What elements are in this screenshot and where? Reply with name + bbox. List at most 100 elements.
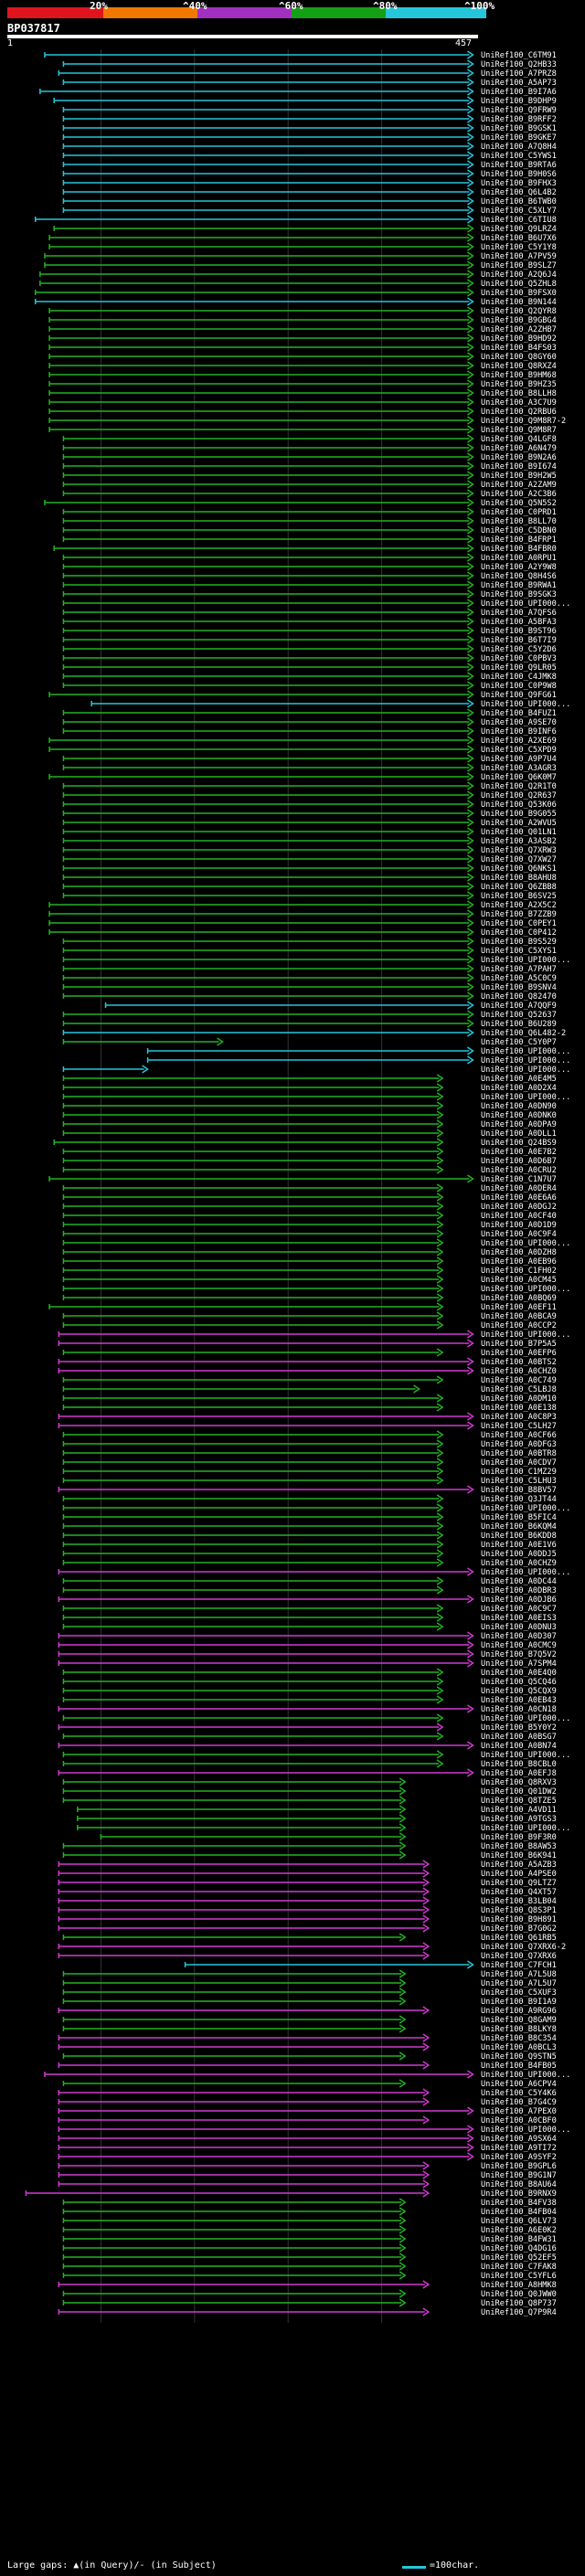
- hit-label[interactable]: UniRef100_B8AHU8: [481, 874, 557, 883]
- hit-label[interactable]: UniRef100_A0E138: [481, 1404, 557, 1413]
- hit-row[interactable]: [48, 1174, 474, 1183]
- hit-row[interactable]: [62, 480, 474, 489]
- hit-row[interactable]: [62, 1275, 444, 1284]
- hit-label[interactable]: UniRef100_UPI000...: [481, 1714, 571, 1723]
- hit-label[interactable]: UniRef100_B9G1N7: [481, 2171, 557, 2180]
- hit-label[interactable]: UniRef100_B5FIC4: [481, 1513, 557, 1522]
- hit-label[interactable]: UniRef100_B9RWA1: [481, 581, 557, 590]
- hit-row[interactable]: [62, 1320, 444, 1330]
- hit-label[interactable]: UniRef100_Q9LTZ7: [481, 1879, 557, 1888]
- hit-row[interactable]: [62, 1348, 444, 1357]
- hit-label[interactable]: UniRef100_A0D307: [481, 1632, 557, 1641]
- hit-label[interactable]: UniRef100_A0EB43: [481, 1696, 557, 1705]
- hit-row[interactable]: [58, 2161, 431, 2170]
- hit-row[interactable]: [62, 1165, 444, 1174]
- hit-label[interactable]: UniRef100_B9G055: [481, 810, 557, 819]
- hit-row[interactable]: [58, 2143, 474, 2152]
- hit-label[interactable]: UniRef100_Q5N5S2: [481, 499, 557, 508]
- hit-row[interactable]: [62, 1065, 149, 1074]
- hit-row[interactable]: [58, 2006, 431, 2015]
- hit-row[interactable]: [62, 754, 474, 763]
- hit-label[interactable]: UniRef100_Q7P9R4: [481, 2308, 557, 2317]
- hit-label[interactable]: UniRef100_A0DLL1: [481, 1129, 557, 1139]
- hit-label[interactable]: UniRef100_A0DER4: [481, 1184, 557, 1193]
- hit-label[interactable]: UniRef100_C5XPD9: [481, 746, 557, 755]
- hit-row[interactable]: [58, 1485, 474, 1494]
- hit-label[interactable]: UniRef100_A2XE69: [481, 737, 557, 746]
- hit-row[interactable]: [62, 1759, 444, 1768]
- hit-label[interactable]: UniRef100_Q5CQ46: [481, 1678, 557, 1687]
- hit-label[interactable]: UniRef100_B9FHX3: [481, 179, 557, 188]
- hit-row[interactable]: [62, 1247, 444, 1256]
- hit-label[interactable]: UniRef100_B9GSK1: [481, 124, 557, 133]
- hit-label[interactable]: UniRef100_A0BN74: [481, 1742, 557, 1751]
- hit-row[interactable]: [62, 1476, 444, 1485]
- hit-label[interactable]: UniRef100_A0E7B2: [481, 1148, 557, 1157]
- hit-row[interactable]: [58, 1421, 474, 1430]
- hit-row[interactable]: [62, 2289, 407, 2298]
- hit-row[interactable]: [62, 2234, 407, 2243]
- hit-label[interactable]: UniRef100_A0DN90: [481, 1102, 557, 1111]
- hit-label[interactable]: UniRef100_Q01LN1: [481, 828, 557, 837]
- hit-label[interactable]: UniRef100_A0BTR8: [481, 1449, 557, 1458]
- hit-row[interactable]: [58, 1357, 474, 1366]
- hit-label[interactable]: UniRef100_Q9FRW9: [481, 106, 557, 115]
- hit-label[interactable]: UniRef100_B9ST96: [481, 627, 557, 636]
- hit-row[interactable]: [62, 1083, 444, 1092]
- hit-row[interactable]: [62, 891, 474, 900]
- hit-label[interactable]: UniRef100_Q2R637: [481, 791, 557, 800]
- hit-label[interactable]: UniRef100_B9H2W5: [481, 472, 557, 481]
- hit-label[interactable]: UniRef100_UPI000...: [481, 1285, 571, 1294]
- hit-row[interactable]: [62, 1430, 444, 1439]
- hit-row[interactable]: [62, 2079, 407, 2088]
- hit-label[interactable]: UniRef100_B9RFF2: [481, 115, 557, 124]
- hit-row[interactable]: [62, 1978, 407, 1988]
- hit-label[interactable]: UniRef100_Q2QYR8: [481, 307, 557, 316]
- hit-label[interactable]: UniRef100_UPI000...: [481, 1047, 571, 1056]
- hit-row[interactable]: [48, 352, 474, 361]
- hit-label[interactable]: UniRef100_B4FRP1: [481, 535, 557, 545]
- hit-label[interactable]: UniRef100_B6K941: [481, 1851, 557, 1860]
- hit-label[interactable]: UniRef100_C5YWS1: [481, 152, 557, 161]
- hit-row[interactable]: [62, 443, 474, 452]
- hit-label[interactable]: UniRef100_UPI000...: [481, 1824, 571, 1833]
- hit-row[interactable]: [62, 1531, 444, 1540]
- hit-row[interactable]: [48, 425, 474, 434]
- hit-row[interactable]: [48, 370, 474, 379]
- hit-row[interactable]: [58, 1741, 474, 1750]
- hit-label[interactable]: UniRef100_A0BCA9: [481, 1312, 557, 1321]
- hit-row[interactable]: [39, 270, 474, 279]
- hit-row[interactable]: [58, 2170, 431, 2179]
- hit-label[interactable]: UniRef100_A0C9C7: [481, 1605, 557, 1614]
- hit-label[interactable]: UniRef100_A0DBR3: [481, 1586, 557, 1595]
- hit-row[interactable]: [44, 260, 474, 270]
- hit-row[interactable]: [48, 745, 474, 754]
- hit-label[interactable]: UniRef100_B9SNV4: [481, 983, 557, 992]
- hit-label[interactable]: UniRef100_C5Y2D6: [481, 645, 557, 654]
- hit-row[interactable]: [58, 1631, 474, 1640]
- hit-row[interactable]: [58, 1878, 431, 1887]
- hit-label[interactable]: UniRef100_B9H0S6: [481, 170, 557, 179]
- hit-label[interactable]: UniRef100_Q8GAM9: [481, 2016, 557, 2025]
- hit-label[interactable]: UniRef100_A2ZHB7: [481, 325, 557, 334]
- hit-label[interactable]: UniRef100_C5LBJ8: [481, 1385, 557, 1394]
- hit-row[interactable]: [62, 663, 474, 672]
- hit-label[interactable]: UniRef100_A0DNU3: [481, 1623, 557, 1632]
- hit-label[interactable]: UniRef100_C5LH27: [481, 1422, 557, 1431]
- hit-row[interactable]: [62, 2298, 407, 2307]
- hit-row[interactable]: [58, 2280, 431, 2289]
- hit-label[interactable]: UniRef100_B8AU64: [481, 2180, 557, 2189]
- hit-row[interactable]: [62, 535, 474, 544]
- hit-label[interactable]: UniRef100_B9RNX9: [481, 2189, 557, 2199]
- hit-label[interactable]: UniRef100_Q0JWW0: [481, 2290, 557, 2299]
- hit-row[interactable]: [62, 1394, 444, 1403]
- hit-row[interactable]: [62, 1037, 224, 1046]
- hit-row[interactable]: [62, 1668, 444, 1677]
- hit-label[interactable]: UniRef100_A7QQF9: [481, 1002, 557, 1011]
- hit-row[interactable]: [62, 1183, 444, 1193]
- hit-label[interactable]: UniRef100_Q7XW27: [481, 855, 557, 864]
- hit-row[interactable]: [62, 1375, 444, 1384]
- hit-label[interactable]: UniRef100_Q3JT44: [481, 1495, 557, 1504]
- hit-label[interactable]: UniRef100_Q2RBU6: [481, 408, 557, 417]
- hit-label[interactable]: UniRef100_Q5ZHL8: [481, 280, 557, 289]
